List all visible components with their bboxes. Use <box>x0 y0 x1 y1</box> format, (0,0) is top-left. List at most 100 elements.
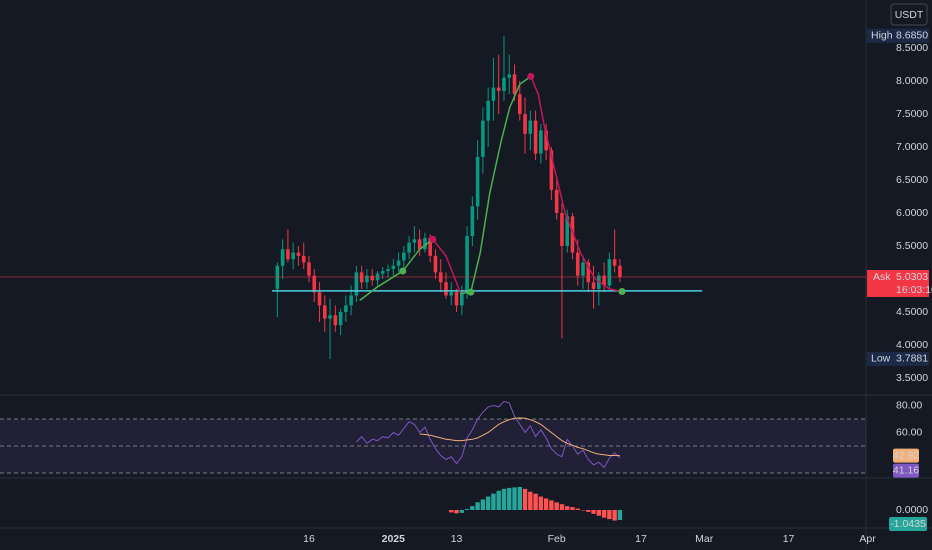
trend-curve <box>376 270 404 288</box>
candle-body <box>612 259 617 266</box>
x-tick-label: 17 <box>783 533 795 545</box>
histogram-bar <box>485 496 491 510</box>
currency-button[interactable] <box>890 3 928 26</box>
candle-body <box>370 275 375 281</box>
histogram-bar <box>596 509 602 516</box>
candle-body <box>591 282 596 289</box>
histogram-bar <box>549 500 554 510</box>
histogram-bar <box>580 509 586 511</box>
candle-body <box>391 265 396 270</box>
candle-body <box>491 87 496 101</box>
trend-curve <box>564 212 582 254</box>
histogram-bar <box>512 487 517 510</box>
rsi-value-label: 41.16 <box>893 464 919 476</box>
candle-body <box>417 239 422 250</box>
candle-body <box>607 259 612 286</box>
y-tick-label: 7.0000 <box>896 141 928 153</box>
ma-value-box <box>893 448 919 463</box>
x-tick-label: Apr <box>859 533 876 545</box>
candle-body <box>560 212 564 246</box>
candle-body <box>454 292 459 306</box>
candle-body <box>507 74 512 78</box>
y-tick-label: 6.5000 <box>896 174 928 186</box>
candle-body <box>322 305 327 319</box>
histogram-bar <box>501 488 507 510</box>
trend-curve <box>543 126 555 168</box>
candle-body <box>502 77 506 91</box>
x-tick-label: 13 <box>451 533 463 545</box>
trend-curve <box>553 166 566 214</box>
histogram-bar <box>475 502 480 510</box>
candle-body <box>423 238 427 250</box>
y-tick-label: 80.00 <box>896 399 922 411</box>
candle-body <box>312 275 317 293</box>
trend-curve <box>579 251 596 280</box>
histogram-bar <box>543 498 549 510</box>
candle-body <box>496 87 501 91</box>
candle-body <box>533 120 538 154</box>
signal-dot <box>467 288 475 296</box>
candle-body <box>618 265 622 277</box>
rsi-line <box>356 400 621 469</box>
trend-curve <box>537 93 546 128</box>
histogram-bar <box>617 509 623 521</box>
x-tick-label: 2025 <box>382 533 406 545</box>
candle-body <box>528 120 533 134</box>
high-marker-label: High <box>871 30 893 42</box>
rsi-value-box <box>893 463 919 478</box>
trend-curve <box>432 238 447 257</box>
signal-dot <box>618 288 626 296</box>
histogram-bar <box>554 502 559 510</box>
y-tick-label: 8.0000 <box>896 75 928 87</box>
candle-body <box>570 216 575 253</box>
macd-value-box <box>889 517 927 532</box>
histogram-bar <box>496 490 501 510</box>
candle-body <box>470 206 475 237</box>
histogram-bar <box>538 496 544 510</box>
y-tick-label: 8.5000 <box>896 42 928 54</box>
y-tick-label: 0.0000 <box>896 504 928 516</box>
candle-body <box>554 189 559 213</box>
trend-curve <box>359 286 379 301</box>
candle-body <box>338 311 343 326</box>
candle-body <box>460 292 464 306</box>
histogram-bar <box>586 509 591 512</box>
histogram-bar <box>575 508 580 510</box>
macd-value-label: -1.0435 <box>890 518 926 530</box>
ask-countdown: 16:03:10 <box>896 284 932 296</box>
ma-value-label: 42.92 <box>893 449 919 461</box>
histogram-bar <box>607 509 612 520</box>
trend-curve <box>488 139 503 194</box>
histogram-bar <box>522 488 528 510</box>
signal-dot <box>527 72 535 80</box>
candle-body <box>575 252 580 276</box>
candle-body <box>296 252 301 256</box>
y-tick-label: 3.5000 <box>896 372 928 384</box>
candle-body <box>301 255 306 263</box>
y-tick-label: 60.00 <box>896 426 922 438</box>
ask-label: Ask <box>873 271 891 283</box>
x-tick-label: 16 <box>303 533 315 545</box>
histogram-bar <box>507 487 512 510</box>
histogram-bar <box>612 509 617 521</box>
x-tick-label: Mar <box>695 533 714 545</box>
candle-body <box>328 315 332 319</box>
candle-body <box>544 130 548 151</box>
high-marker-box <box>867 28 929 43</box>
candle-body <box>539 130 543 154</box>
histogram-bar <box>570 507 575 510</box>
y-tick-label: 4.0000 <box>896 339 928 351</box>
currency-label[interactable]: USDT <box>895 9 924 21</box>
y-tick-label: 5.5000 <box>896 240 928 252</box>
trend-curve <box>470 251 482 293</box>
y-tick-label: 4.5000 <box>896 306 928 318</box>
candle-body <box>412 239 417 243</box>
candle-body <box>307 262 311 276</box>
low-marker-label: Low <box>871 353 891 365</box>
histogram-bar <box>533 493 538 510</box>
candle-body <box>433 255 438 273</box>
x-tick-label: Feb <box>548 533 566 545</box>
x-tick-label: 17 <box>635 533 647 545</box>
candle-body <box>396 260 401 266</box>
